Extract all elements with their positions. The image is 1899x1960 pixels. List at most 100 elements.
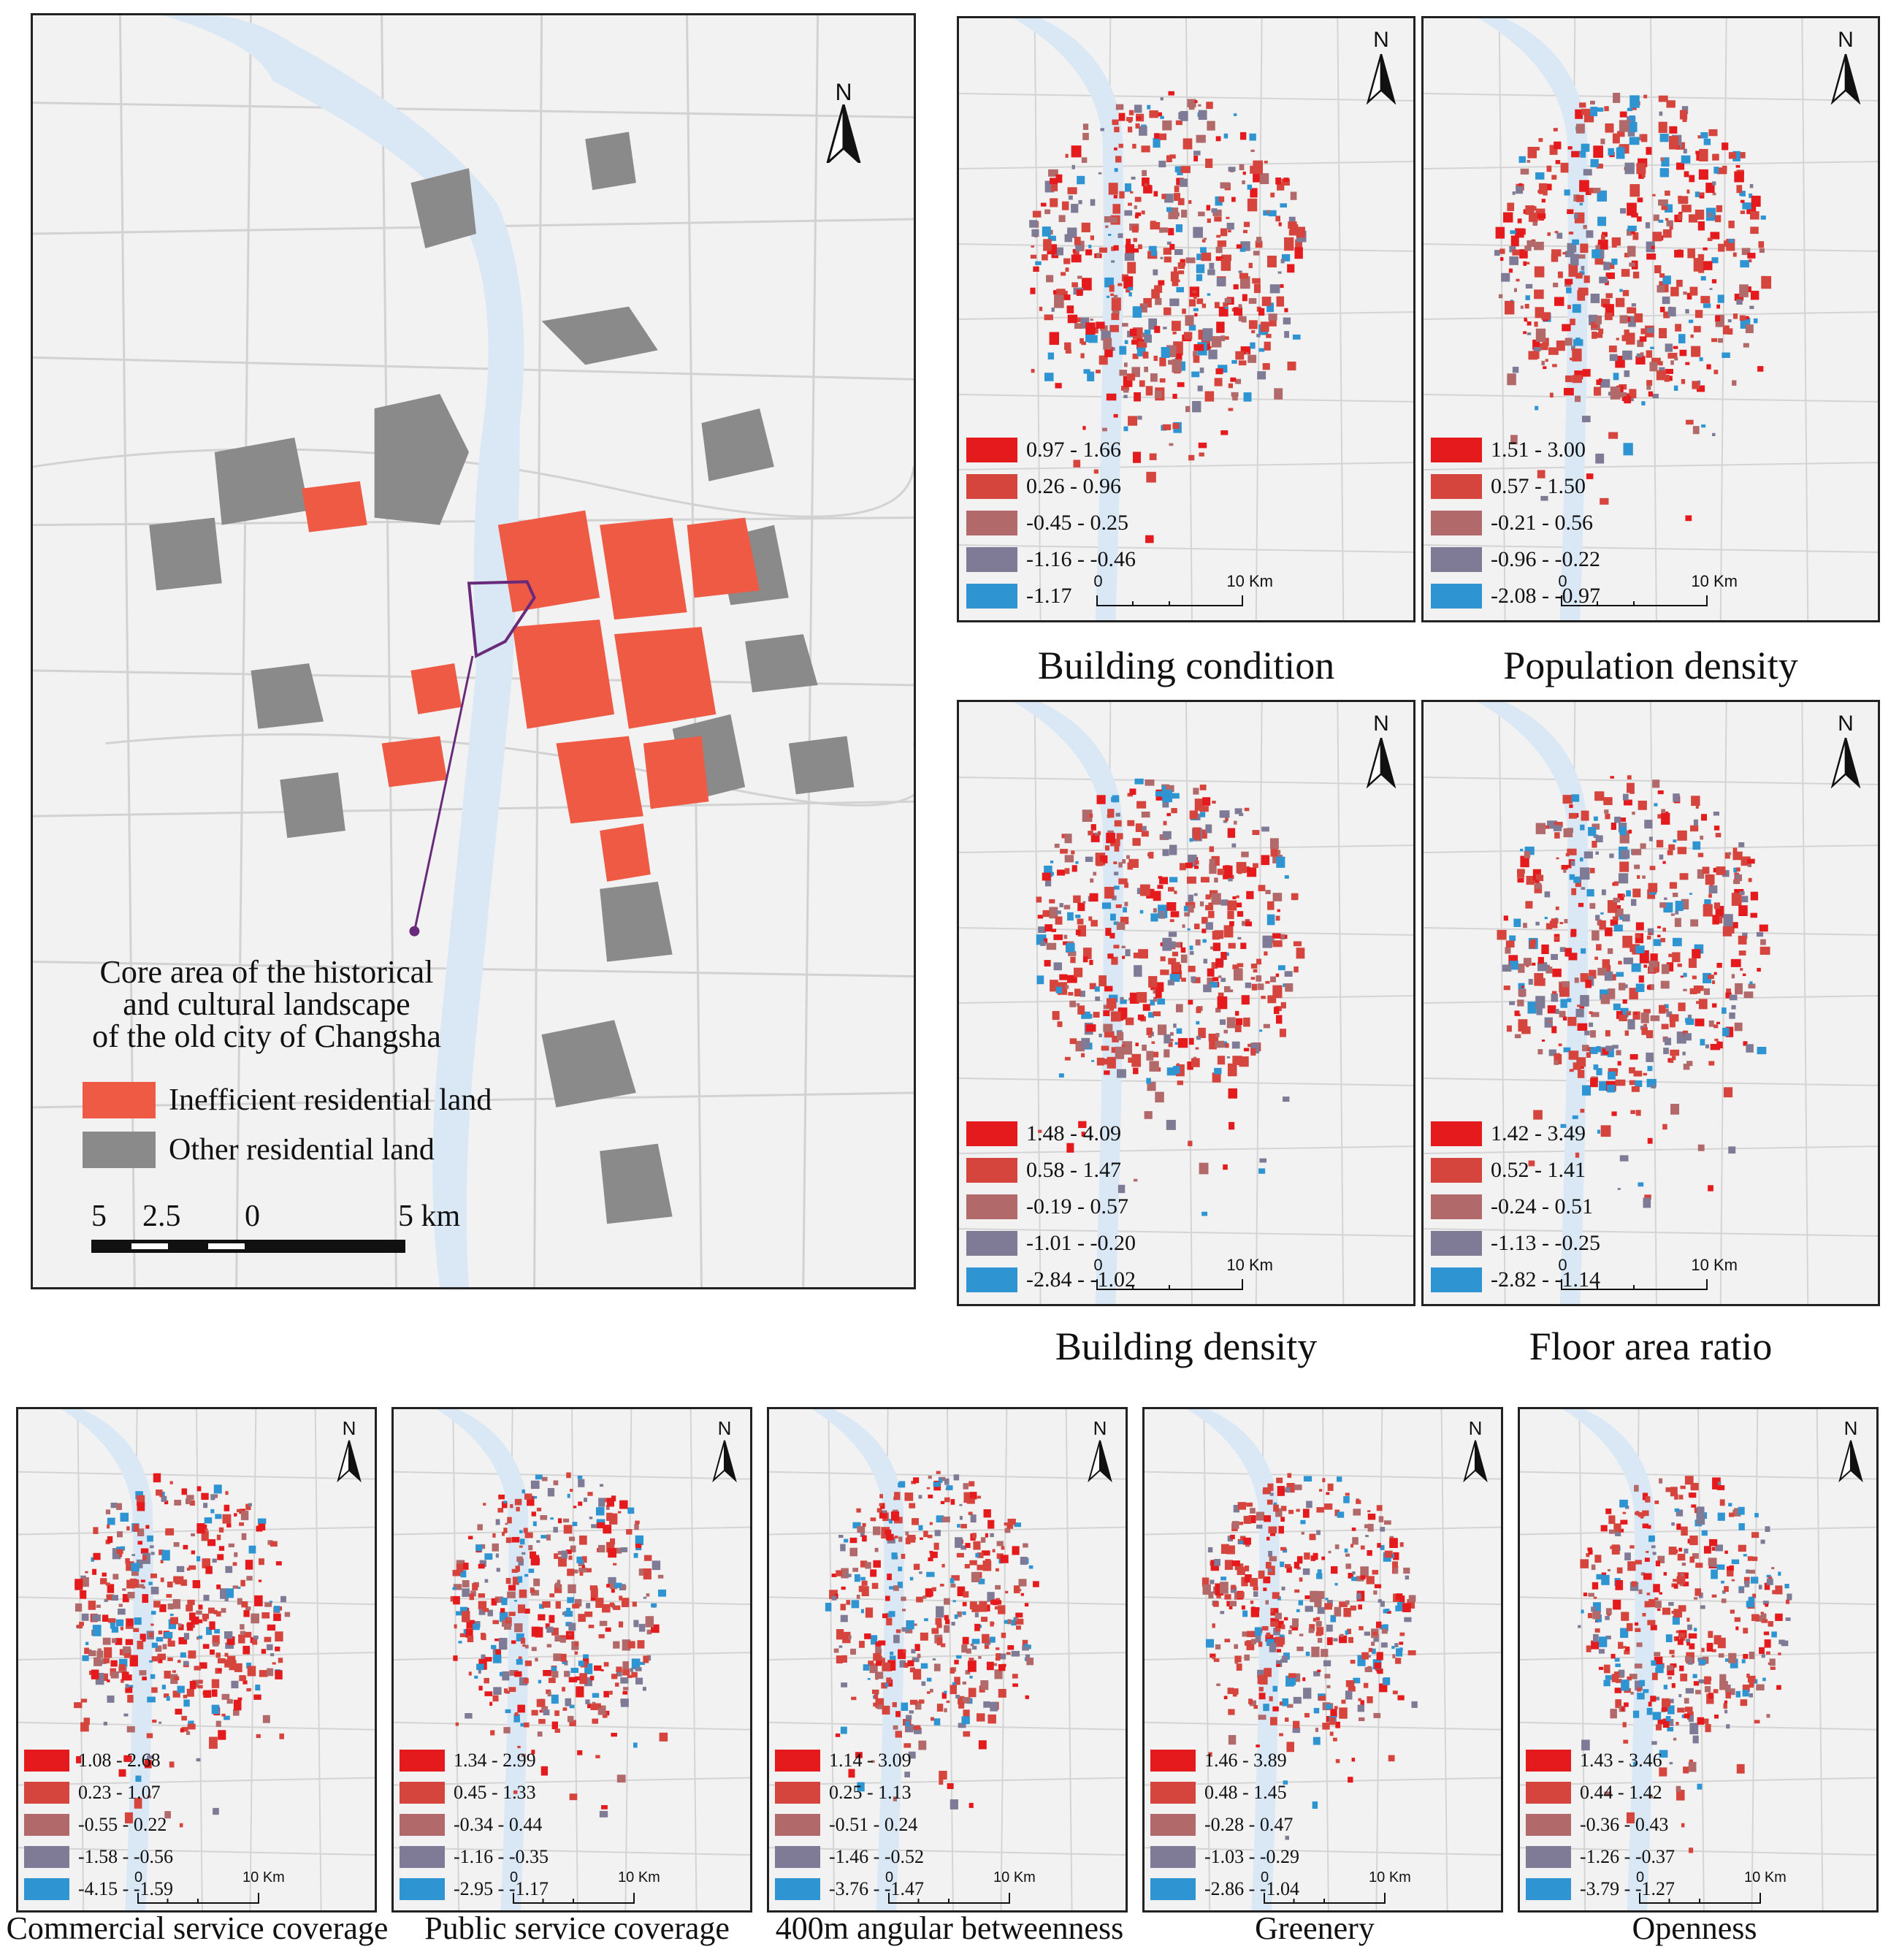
parcel (928, 1475, 932, 1479)
parcel (1630, 1691, 1634, 1695)
parcel (1154, 326, 1161, 333)
parcel (1555, 1009, 1559, 1014)
parcel (1311, 1647, 1320, 1658)
parcel (1269, 1492, 1274, 1496)
map-panel-9[interactable]: N 1.43 - 3.46 0.44 - 1.42 -0.36 - 0.43 -1.26… (1518, 1407, 1879, 1913)
parcel (1220, 182, 1230, 188)
parcel (1220, 1544, 1229, 1555)
parcel (1120, 996, 1124, 1001)
parcel (1751, 1614, 1759, 1621)
parcel (887, 1660, 896, 1671)
parcel (1364, 1631, 1370, 1636)
parcel (1209, 858, 1215, 867)
parcel (912, 1518, 919, 1525)
parcel (213, 1609, 218, 1614)
parcel (1114, 302, 1120, 309)
parcel (1724, 1550, 1728, 1554)
parcel (1173, 267, 1177, 272)
map-panel-6[interactable]: N 1.34 - 2.99 0.45 - 1.33 -0.34 - 0.44 -1.16… (391, 1407, 752, 1913)
parcel (79, 1621, 84, 1626)
parcel (968, 1481, 975, 1487)
map-panel-5[interactable]: N 1.08 - 2.68 0.23 - 1.07 -0.55 - 0.22 -1.58… (16, 1407, 377, 1913)
parcel (501, 1620, 508, 1627)
scale-label-end: 10 Km (993, 1869, 1036, 1885)
parcel (83, 1717, 90, 1726)
parcel (1608, 1515, 1616, 1525)
parcel (1123, 276, 1134, 289)
parcel (1676, 162, 1685, 170)
main-map-panel[interactable]: N Core area of the historical and cultur… (31, 13, 916, 1289)
parcel (478, 1608, 486, 1615)
map-panel-4[interactable]: N 1.42 - 3.49 0.52 - 1.41 -0.24 - 0.51 -1.13… (1421, 700, 1880, 1306)
parcel (1180, 947, 1186, 953)
lisa-map-7[interactable] (769, 1409, 1126, 1910)
parcel (944, 1598, 950, 1605)
parcel (1287, 264, 1295, 273)
parcel (1046, 275, 1054, 283)
parcel (1618, 1641, 1624, 1650)
parcel (131, 1568, 139, 1576)
parcel (530, 1552, 535, 1558)
map-panel-7[interactable]: N 1.14 - 3.09 0.25 - 1.13 -0.51 - 0.24 -1.46… (767, 1407, 1128, 1913)
parcel (1280, 934, 1285, 940)
parcel (1568, 232, 1574, 234)
legend-swatch (400, 1750, 445, 1772)
lisa-map-4[interactable] (1424, 702, 1878, 1304)
parcel (1561, 864, 1568, 870)
parcel (1586, 889, 1594, 897)
parcel (1111, 956, 1118, 965)
lisa-map-2[interactable] (1424, 18, 1878, 620)
parcel (1162, 849, 1169, 856)
parcel (1071, 204, 1079, 213)
parcel (918, 1495, 922, 1499)
parcel (1572, 304, 1581, 313)
parcel (1669, 136, 1679, 150)
parcel (1293, 1696, 1302, 1704)
parcel (585, 1568, 592, 1573)
parcel (1763, 1631, 1770, 1636)
map-panel-2[interactable]: N 1.51 - 3.00 0.57 - 1.50 -0.21 - 0.56 -0.96… (1421, 16, 1880, 622)
parcel (613, 1563, 617, 1566)
lisa-map-9[interactable] (1520, 1409, 1876, 1910)
parcel (1568, 953, 1578, 961)
lisa-map-1[interactable] (959, 18, 1413, 620)
lisa-map-5[interactable] (18, 1409, 375, 1910)
lisa-map-8[interactable] (1145, 1409, 1501, 1910)
parcel (1575, 272, 1583, 279)
parcel (174, 1500, 182, 1506)
parcel (919, 1571, 922, 1574)
lisa-map-3[interactable] (959, 702, 1413, 1304)
parcel (1118, 113, 1126, 121)
parcel (1724, 1709, 1728, 1714)
parcel (1383, 1677, 1391, 1685)
lisa-map-6[interactable] (394, 1409, 750, 1910)
parcel (1635, 356, 1646, 365)
parcel (1662, 1720, 1670, 1728)
scale-label-end: 10 Km (618, 1869, 660, 1885)
parcel (1039, 306, 1043, 311)
parcel (1399, 1595, 1405, 1604)
main-map[interactable] (33, 15, 914, 1287)
legend-label: 0.23 - 1.07 (78, 1782, 161, 1803)
parcel (1590, 1030, 1596, 1038)
parcel (1172, 359, 1182, 373)
parcel (198, 1635, 203, 1639)
parcel (507, 1517, 512, 1524)
parcel (1068, 950, 1077, 956)
parcel (169, 1761, 175, 1768)
parcel (1615, 1579, 1624, 1590)
parcel (1162, 120, 1172, 131)
parcel (1662, 1607, 1670, 1615)
parcel (1227, 828, 1236, 838)
parcel (562, 1687, 565, 1692)
parcel (1507, 373, 1516, 386)
map-panel-8[interactable]: N 1.46 - 3.89 0.48 - 1.45 -0.28 - 0.47 -1.03… (1142, 1407, 1503, 1913)
map-panel-1[interactable]: N 0.97 - 1.66 0.26 - 0.96 -0.45 - 0.25 -1.16… (957, 16, 1415, 622)
parcel (1064, 834, 1072, 844)
parcel (1624, 1552, 1631, 1560)
parcel (1703, 972, 1712, 984)
parcel (1643, 1689, 1649, 1693)
parcel (1626, 782, 1635, 793)
map-panel-3[interactable]: N 1.48 - 4.09 0.58 - 1.47 -0.19 - 0.57 -1.01… (957, 700, 1415, 1306)
parcel (1318, 1696, 1326, 1701)
